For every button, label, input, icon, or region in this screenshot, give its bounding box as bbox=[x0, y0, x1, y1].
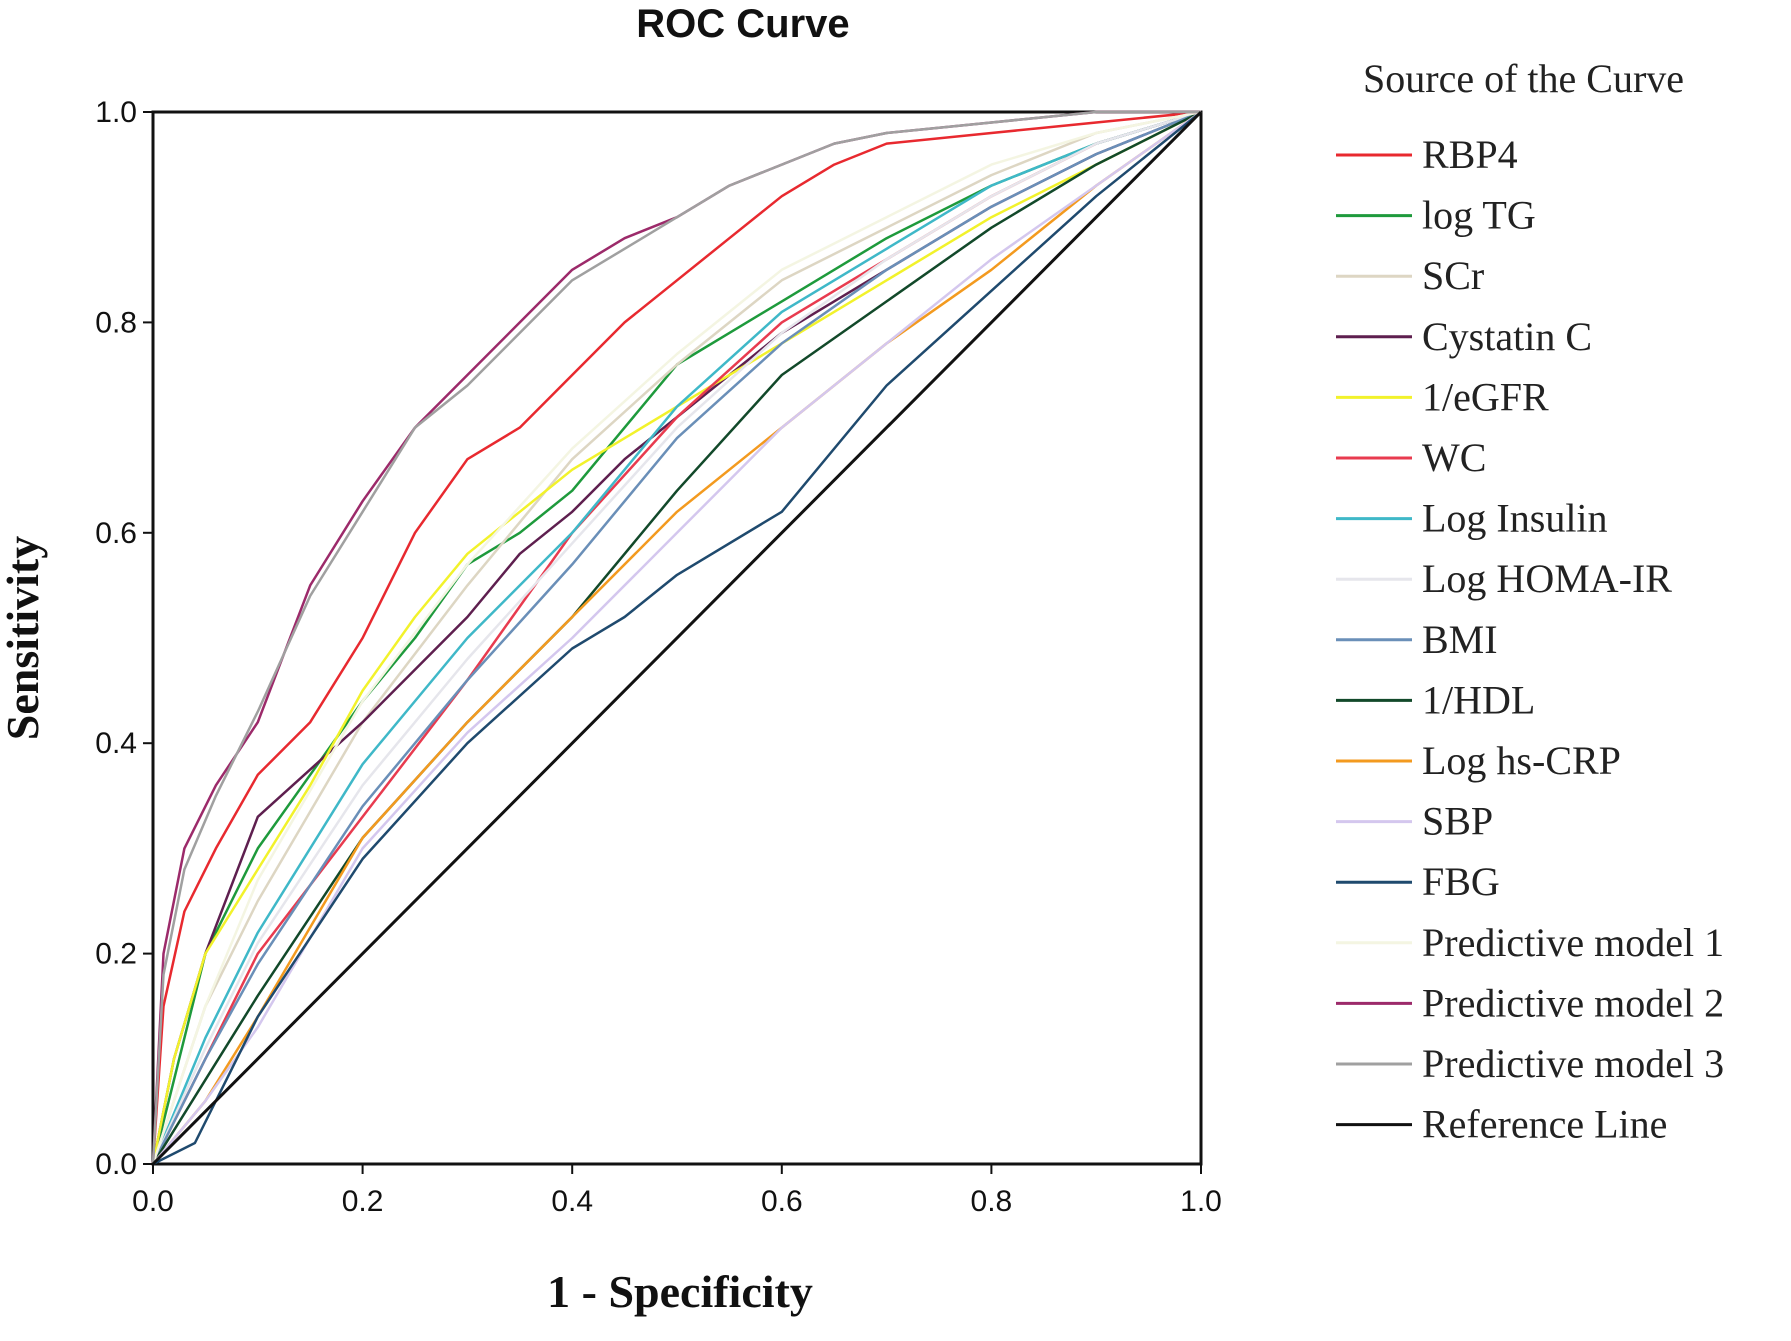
series-line-fbg bbox=[152, 111, 1202, 1166]
legend-title: Source of the Curve bbox=[1363, 56, 1684, 101]
legend-label: BMI bbox=[1422, 617, 1498, 662]
legend-label: Log Insulin bbox=[1422, 496, 1608, 541]
x-tick-label: 0.8 bbox=[971, 1185, 1013, 1218]
series-line-rbp4 bbox=[151, 110, 1202, 1165]
y-tick-label: 0.8 bbox=[95, 306, 137, 339]
x-axis-ticks: 0.0 0.2 0.4 0.6 0.8 1.0 bbox=[132, 1164, 1222, 1218]
legend-label: SCr bbox=[1422, 253, 1484, 298]
legend-label: 1/eGFR bbox=[1422, 374, 1549, 419]
series-line-log-tg bbox=[151, 110, 1202, 1165]
x-tick-label: 0.0 bbox=[132, 1185, 174, 1218]
x-tick-label: 0.4 bbox=[551, 1185, 593, 1218]
x-tick-label: 0.2 bbox=[342, 1185, 384, 1218]
series-line-log-hs-crp bbox=[152, 110, 1202, 1165]
series-line-scr bbox=[151, 110, 1202, 1165]
legend-label: Log HOMA-IR bbox=[1422, 556, 1672, 601]
y-tick-label: 0.0 bbox=[95, 1148, 137, 1181]
series-line-log-insulin bbox=[151, 110, 1202, 1165]
legend-label: Predictive model 2 bbox=[1422, 980, 1724, 1025]
y-tick-label: 0.2 bbox=[95, 938, 137, 971]
legend-label: Reference Line bbox=[1422, 1102, 1667, 1147]
y-tick-label: 1.0 bbox=[95, 96, 137, 129]
legend-label: Predictive model 3 bbox=[1422, 1041, 1724, 1086]
series-line-log-homa-ir bbox=[151, 110, 1202, 1165]
series-line-reference-line bbox=[151, 110, 1203, 1166]
chart-title: ROC Curve bbox=[636, 2, 849, 46]
legend-label: RBP4 bbox=[1422, 132, 1518, 177]
series-line-bmi bbox=[151, 110, 1202, 1165]
legend-label: 1/HDL bbox=[1422, 677, 1535, 722]
legend-label: Predictive model 1 bbox=[1422, 920, 1724, 965]
series-line-1-hdl bbox=[151, 110, 1202, 1165]
y-axis-ticks: 0.0 0.2 0.4 0.6 0.8 1.0 bbox=[95, 96, 153, 1181]
x-tick-label: 0.6 bbox=[761, 1185, 803, 1218]
y-tick-label: 0.6 bbox=[95, 517, 137, 550]
legend: RBP4 log TG SCr Cystatin C 1/eGFR WC Log Insul… bbox=[1336, 132, 1724, 1147]
series-layer bbox=[151, 110, 1203, 1166]
x-tick-label: 1.0 bbox=[1180, 1185, 1222, 1218]
series-line-predictive-model-1 bbox=[151, 110, 1202, 1165]
legend-label: WC bbox=[1422, 435, 1486, 480]
y-axis-label: Sensitivity bbox=[0, 536, 48, 740]
x-axis-label: 1 - Specificity bbox=[547, 1266, 813, 1317]
series-line-1-egfr bbox=[151, 110, 1202, 1165]
y-tick-label: 0.4 bbox=[95, 727, 137, 760]
legend-label: log TG bbox=[1422, 193, 1536, 238]
legend-label: Cystatin C bbox=[1422, 314, 1592, 359]
legend-label: Log hs-CRP bbox=[1422, 738, 1621, 783]
legend-label: FBG bbox=[1422, 859, 1500, 904]
series-line-predictive-model-3 bbox=[151, 110, 1201, 1165]
legend-label: SBP bbox=[1422, 799, 1493, 844]
series-line-sbp bbox=[152, 110, 1202, 1165]
